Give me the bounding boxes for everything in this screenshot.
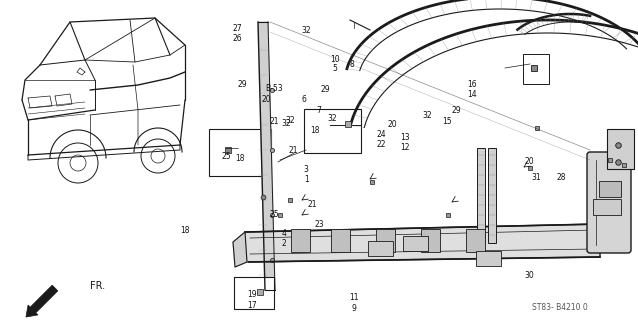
Text: 14: 14 [467, 90, 477, 99]
Text: 7: 7 [316, 106, 322, 115]
Text: ST83- B4210 0: ST83- B4210 0 [532, 303, 588, 313]
Text: 9: 9 [352, 304, 357, 313]
Text: 16: 16 [467, 80, 477, 89]
FancyBboxPatch shape [403, 236, 427, 251]
Text: 17: 17 [247, 301, 257, 310]
Text: 18: 18 [310, 125, 320, 134]
Text: 6: 6 [302, 95, 307, 104]
FancyBboxPatch shape [599, 181, 621, 197]
Text: 19: 19 [247, 290, 257, 299]
Text: 10: 10 [330, 55, 340, 64]
Text: 21: 21 [270, 117, 279, 126]
Text: 26: 26 [232, 34, 242, 43]
Text: 18: 18 [235, 154, 245, 163]
FancyBboxPatch shape [290, 228, 309, 252]
Text: 22: 22 [377, 140, 386, 148]
Text: 2: 2 [281, 239, 286, 248]
Text: 32: 32 [327, 114, 337, 123]
FancyBboxPatch shape [475, 251, 500, 266]
Polygon shape [245, 224, 600, 262]
FancyBboxPatch shape [330, 228, 350, 252]
Text: 29: 29 [237, 80, 248, 89]
Text: 20: 20 [262, 95, 272, 104]
Bar [477, 148, 485, 243]
Text: 8: 8 [350, 60, 355, 68]
Text: 29: 29 [320, 85, 330, 94]
FancyBboxPatch shape [420, 228, 440, 252]
FancyBboxPatch shape [367, 241, 392, 255]
Text: 25: 25 [269, 210, 279, 219]
Text: 5: 5 [332, 64, 338, 73]
FancyBboxPatch shape [376, 228, 394, 252]
FancyBboxPatch shape [587, 152, 631, 253]
Text: 24: 24 [376, 130, 387, 139]
FancyBboxPatch shape [304, 109, 361, 153]
Text: 21: 21 [289, 146, 298, 155]
Text: 30: 30 [524, 271, 535, 280]
FancyBboxPatch shape [209, 129, 271, 176]
FancyBboxPatch shape [466, 228, 484, 252]
Text: 32: 32 [301, 26, 311, 35]
Bar [488, 148, 496, 243]
Text: 15: 15 [441, 117, 452, 126]
Polygon shape [233, 232, 247, 267]
Text: 1: 1 [304, 175, 309, 184]
Text: 27: 27 [232, 24, 242, 33]
Text: 12: 12 [401, 143, 410, 152]
Text: B-53: B-53 [265, 84, 283, 92]
Text: 31: 31 [531, 173, 541, 182]
Text: 32: 32 [422, 111, 433, 120]
Text: 28: 28 [557, 173, 566, 182]
Text: 29: 29 [451, 106, 461, 115]
Text: FR.: FR. [90, 281, 105, 291]
Text: 32: 32 [281, 119, 291, 128]
Text: 23: 23 [314, 220, 324, 228]
Text: 21: 21 [308, 200, 317, 209]
FancyBboxPatch shape [607, 129, 634, 169]
FancyBboxPatch shape [593, 199, 621, 215]
Text: 3: 3 [304, 165, 309, 174]
Polygon shape [258, 22, 275, 290]
FancyBboxPatch shape [523, 54, 549, 84]
FancyBboxPatch shape [234, 277, 274, 309]
Text: 20: 20 [524, 157, 535, 166]
Text: 18: 18 [181, 226, 189, 235]
Text: 25: 25 [221, 152, 232, 161]
Text: 20: 20 [387, 120, 397, 129]
Text: 11: 11 [350, 293, 359, 302]
Text: 32: 32 [285, 116, 295, 124]
Text: 13: 13 [400, 133, 410, 142]
Text: 4: 4 [281, 229, 286, 238]
FancyArrow shape [26, 285, 58, 317]
